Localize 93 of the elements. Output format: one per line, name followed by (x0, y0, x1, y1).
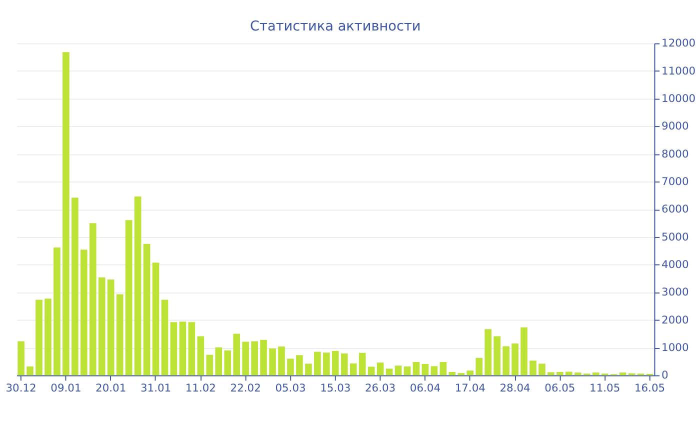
bar (574, 372, 582, 376)
bar (566, 372, 572, 376)
bar (179, 322, 186, 376)
bar (44, 298, 52, 376)
bar (520, 327, 528, 376)
bar (386, 368, 393, 376)
bar (502, 346, 510, 376)
bar (125, 220, 132, 376)
bar (188, 322, 196, 376)
bar (134, 196, 142, 376)
bar (512, 343, 518, 376)
bar (54, 247, 60, 376)
bar (466, 370, 474, 376)
bar (233, 334, 240, 376)
bar (98, 277, 106, 376)
bar (556, 372, 564, 376)
bar (26, 366, 34, 376)
bar (296, 355, 303, 376)
y-tick-label: 8000 (662, 147, 689, 160)
x-tick-label: 05.03 (275, 381, 306, 394)
bar (619, 372, 626, 376)
bar (350, 363, 357, 376)
bar (62, 52, 70, 376)
bar (448, 372, 456, 376)
y-tick-label: 0 (662, 368, 669, 382)
bar (368, 366, 375, 376)
bar (494, 336, 500, 376)
bar (36, 300, 42, 376)
y-tick-label: 10000 (662, 92, 696, 106)
bar (340, 353, 348, 376)
bar (197, 336, 204, 376)
bar (287, 358, 294, 376)
bar (260, 340, 267, 376)
bar (394, 366, 402, 376)
bar (152, 262, 160, 376)
x-tick-label: 15.03 (320, 381, 351, 394)
x-tick-label: 16.05 (634, 381, 666, 394)
bar (484, 329, 492, 376)
x-tick-label: 11.05 (590, 381, 620, 394)
bar (376, 362, 384, 376)
x-tick-label: 06.04 (410, 381, 441, 394)
y-tick-label: 9000 (662, 120, 689, 133)
bar (206, 354, 214, 376)
bar (538, 364, 546, 376)
bar (269, 348, 276, 376)
x-tick-label: 26.03 (365, 381, 396, 394)
y-tick-label: 3000 (662, 286, 689, 299)
y-tick-label: 7000 (662, 175, 689, 188)
bar (278, 346, 285, 376)
bar (404, 366, 411, 376)
bar (143, 244, 150, 376)
x-tick-label: 17.04 (454, 381, 486, 394)
y-tick-label: 6000 (662, 202, 689, 216)
bar (314, 352, 321, 376)
y-tick-label: 2000 (662, 313, 689, 326)
x-tick-label: 06.05 (544, 381, 576, 394)
bar (242, 342, 249, 376)
bar (107, 280, 114, 376)
bar (592, 372, 600, 376)
bar (430, 366, 438, 376)
bar (332, 350, 339, 376)
x-tick-label: 31.01 (140, 381, 172, 394)
bar (530, 360, 536, 376)
x-tick-label: 28.04 (500, 381, 531, 394)
y-tick-label: 1000 (662, 341, 689, 354)
x-tick-label: 30.12 (6, 381, 36, 394)
bar (116, 294, 124, 376)
x-tick-label: 22.02 (230, 381, 261, 394)
bar (440, 362, 447, 376)
bar (224, 350, 232, 376)
bar (80, 250, 88, 376)
bar (422, 364, 429, 376)
y-tick-label: 4000 (662, 258, 689, 272)
x-tick-label: 11.02 (185, 381, 216, 394)
bar (72, 198, 78, 376)
chart-title: Статистика активности (250, 18, 421, 35)
bar (476, 358, 483, 376)
bar (215, 347, 222, 376)
y-tick-label: 12000 (662, 36, 696, 50)
bar (548, 372, 554, 376)
bar (170, 322, 178, 376)
x-tick-label: 20.01 (96, 381, 126, 394)
bar (161, 300, 168, 376)
bar (412, 362, 420, 376)
bar (18, 341, 24, 376)
bar (323, 352, 330, 376)
y-tick-label: 11000 (662, 64, 696, 78)
bar (305, 364, 312, 376)
bar (251, 341, 258, 376)
bar (89, 223, 96, 376)
x-tick-label: 09.01 (50, 381, 82, 394)
y-tick-label: 5000 (662, 230, 689, 244)
bar (358, 352, 366, 376)
